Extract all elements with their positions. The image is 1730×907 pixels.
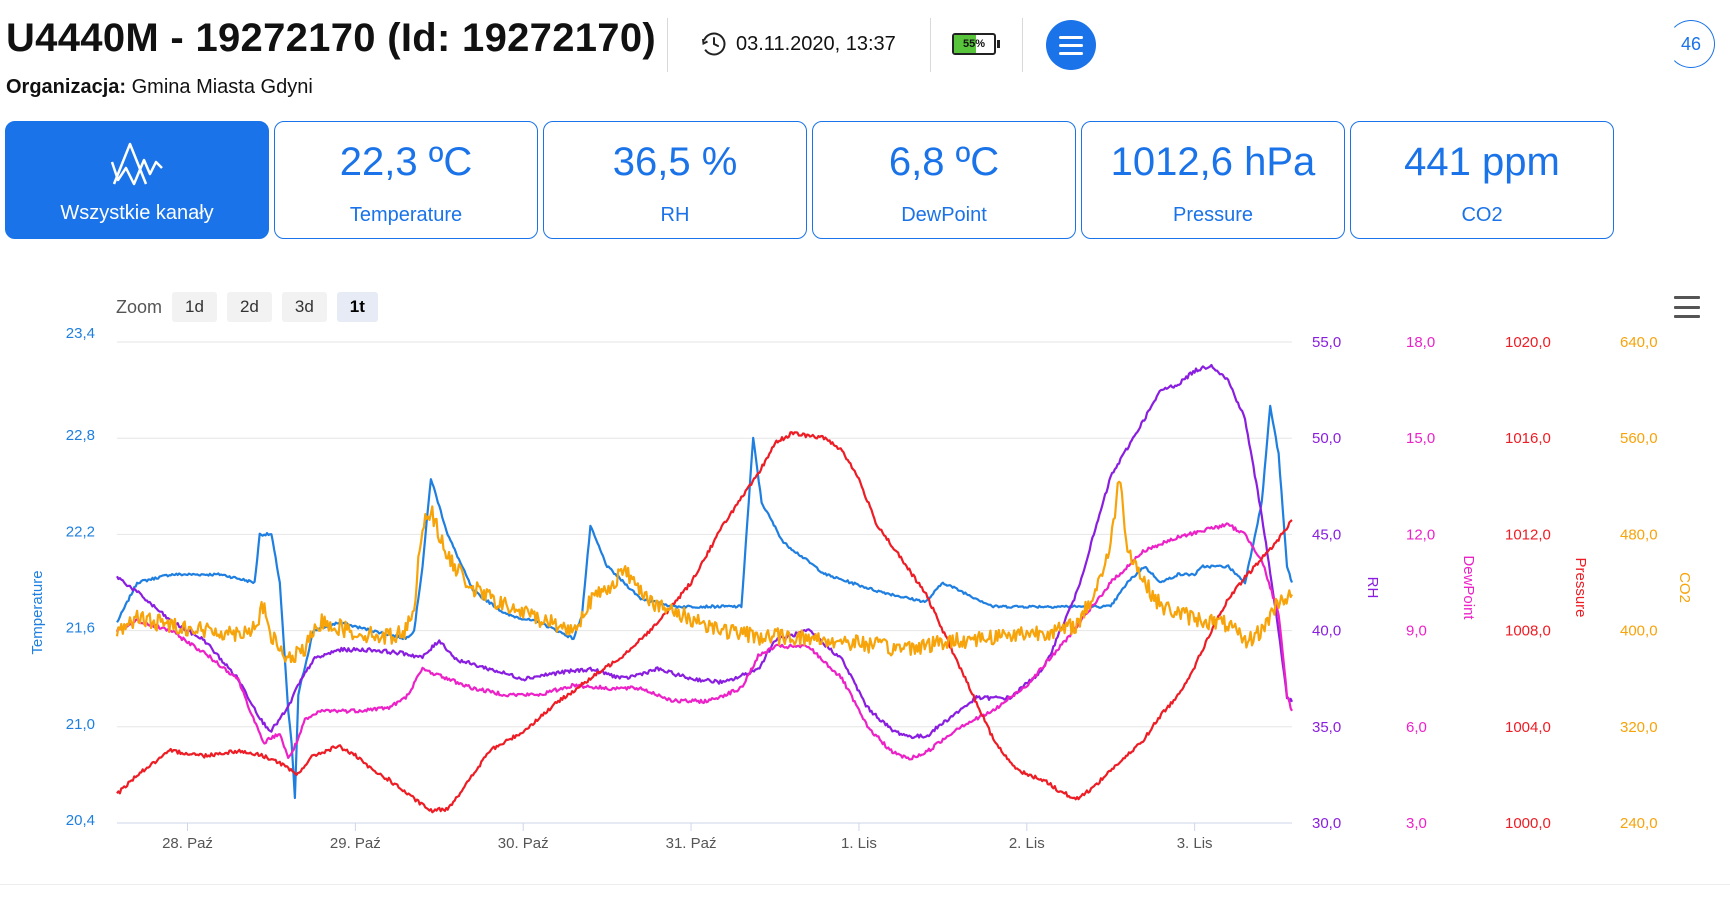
battery-icon: 55% [952, 33, 996, 55]
zoom-label: Zoom [116, 296, 163, 317]
tile-label: RH [660, 204, 690, 226]
x-tick-label: 1. Lis [841, 835, 877, 852]
header-divider [667, 18, 668, 72]
tile-value: 22,3 ºC [339, 140, 473, 184]
pressure-tick-label: 1016,0 [1505, 430, 1551, 447]
chart-lines-icon [110, 142, 163, 186]
tile-value: 441 ppm [1404, 140, 1560, 184]
co2-series-line [115, 480, 1293, 664]
rh-tick-label: 40,0 [1312, 623, 1341, 640]
organization-value: Gmina Miasta Gdyni [131, 76, 313, 98]
tile-temperature[interactable]: 22,3 ºC Temperature [274, 121, 538, 239]
tile-co2[interactable]: 441 ppm CO2 [1350, 121, 1614, 239]
pressure-tick-label: 1012,0 [1505, 526, 1551, 543]
co2-tick-label: 560,0 [1620, 430, 1658, 447]
multi-channel-line-chart: 20,4 21,0 21,6 22,2 22,8 23,4 Temperature 30,0 3… [29, 325, 1693, 852]
pressure-tick-label: 1020,0 [1505, 334, 1551, 351]
rh-series-line [116, 363, 1294, 740]
co2-tick-label: 240,0 [1620, 815, 1658, 832]
dewpoint-tick-label: 12,0 [1406, 526, 1435, 543]
organization-line: Organizacja: Gmina Miasta Gdyni [6, 76, 313, 99]
x-tick-label: 30. Paź [498, 835, 549, 852]
tile-label: DewPoint [901, 204, 987, 226]
zoom-1d-button[interactable]: 1d [172, 292, 217, 322]
chart-context-menu-icon[interactable] [1674, 296, 1700, 318]
temperature-tick-label: 23,4 [66, 325, 95, 342]
tile-all-channels[interactable]: Wszystkie kanały [5, 121, 269, 239]
tile-pressure[interactable]: 1012,6 hPa Pressure [1081, 121, 1345, 239]
tile-label: CO2 [1461, 204, 1503, 226]
pressure-tick-label: 1004,0 [1505, 719, 1551, 736]
battery-fill [954, 35, 976, 53]
zoom-3d-button[interactable]: 3d [281, 292, 327, 322]
rh-axis-title: RH [1364, 577, 1381, 599]
dewpoint-tick-label: 18,0 [1406, 334, 1435, 351]
tile-rh[interactable]: 36,5 % RH [543, 121, 807, 239]
co2-tick-label: 480,0 [1620, 526, 1658, 543]
dewpoint-tick-label: 15,0 [1406, 430, 1435, 447]
hamburger-menu-icon[interactable] [1046, 20, 1096, 70]
co2-axis-title: CO2 [1676, 572, 1693, 603]
zoom-selector: Zoom 1d 2d 3d 1t [116, 292, 378, 322]
co2-tick-label: 400,0 [1620, 623, 1658, 640]
temperature-tick-label: 20,4 [66, 812, 95, 829]
tile-label: Temperature [349, 204, 463, 226]
dewpoint-tick-label: 9,0 [1406, 623, 1427, 640]
temperature-tick-label: 21,6 [66, 620, 95, 637]
organization-label: Organizacja: [6, 76, 127, 98]
x-tick-label: 2. Lis [1009, 835, 1045, 852]
rh-tick-label: 45,0 [1312, 526, 1341, 543]
tile-label: Wszystkie kanały [60, 202, 214, 224]
x-tick-label: 28. Paź [162, 835, 213, 852]
x-tick-label: 29. Paź [330, 835, 381, 852]
pressure-axis-title: Pressure [1572, 557, 1589, 617]
x-tick-label: 31. Paź [666, 835, 717, 852]
temperature-series-line [116, 404, 1294, 800]
zoom-1t-button[interactable]: 1t [336, 292, 378, 322]
last-update: 03.11.2020, 13:37 [700, 30, 896, 58]
temperature-tick-label: 21,0 [66, 716, 95, 733]
temperature-tick-label: 22,8 [66, 427, 95, 444]
temperature-tick-label: 22,2 [66, 523, 95, 540]
footer-divider [0, 884, 1730, 885]
dewpoint-tick-label: 6,0 [1406, 719, 1427, 736]
rh-tick-label: 50,0 [1312, 430, 1341, 447]
x-tick-label: 3. Lis [1177, 835, 1213, 852]
tile-value: 1012,6 hPa [1110, 140, 1316, 184]
header-divider [1022, 18, 1023, 72]
pressure-tick-label: 1008,0 [1505, 623, 1551, 640]
page-title: U4440M - 19272170 (Id: 19272170) [6, 16, 657, 60]
dewpoint-tick-label: 3,0 [1406, 815, 1427, 832]
rh-tick-label: 35,0 [1312, 719, 1341, 736]
rh-tick-label: 55,0 [1312, 334, 1341, 351]
tile-value: 36,5 % [612, 140, 738, 184]
co2-tick-label: 320,0 [1620, 719, 1658, 736]
temperature-axis-title: Temperature [29, 570, 46, 654]
tile-value: 6,8 ºC [888, 140, 1000, 184]
battery-level-text: 55% [962, 38, 986, 50]
co2-tick-label: 640,0 [1620, 334, 1658, 351]
zoom-2d-button[interactable]: 2d [226, 292, 272, 322]
rh-tick-label: 30,0 [1312, 815, 1341, 832]
dewpoint-axis-title: DewPoint [1460, 555, 1477, 620]
battery-indicator: 55% [952, 33, 1000, 55]
pressure-series-line [116, 431, 1293, 814]
clock-history-icon [702, 32, 726, 56]
page-header: U4440M - 19272170 (Id: 19272170) Organiz… [0, 0, 1730, 110]
header-divider [930, 18, 931, 72]
pressure-tick-label: 1000,0 [1505, 815, 1551, 832]
battery-tip [997, 40, 1000, 48]
last-update-datetime: 03.11.2020, 13:37 [736, 32, 896, 55]
tile-dewpoint[interactable]: 6,8 ºC DewPoint [812, 121, 1076, 239]
refresh-countdown[interactable]: 46 [1667, 20, 1715, 68]
tile-label: Pressure [1172, 204, 1254, 226]
dewpoint-series-line [115, 522, 1293, 761]
